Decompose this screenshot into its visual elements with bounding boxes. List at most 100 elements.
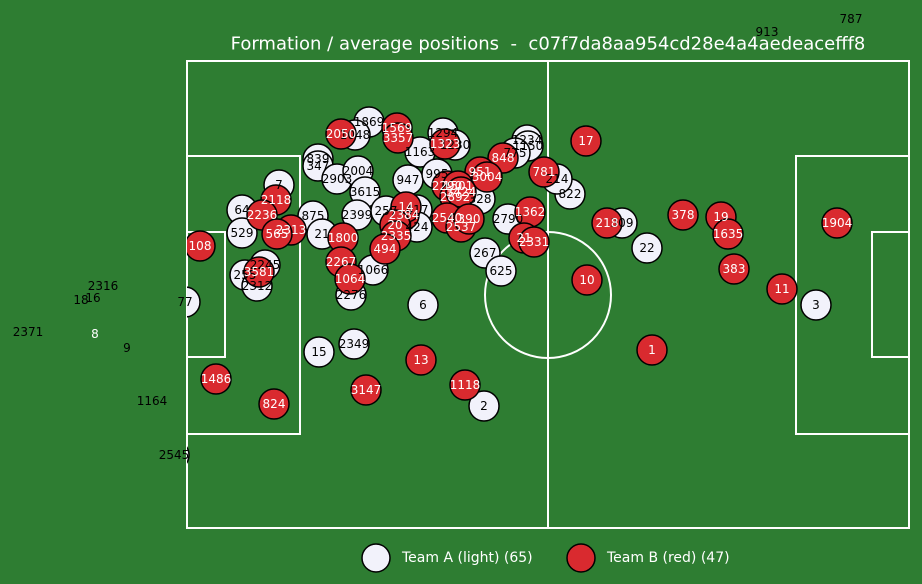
player-label: 15 [311,345,326,359]
player-label: 2892 [440,190,471,204]
player-label: 1569 [382,121,413,135]
player-label: 2384 [389,208,420,222]
player-label: 2118 [261,193,292,207]
player-label: 1323 [430,137,461,151]
player-label: 6 [419,298,427,312]
player-label: 913 [756,25,779,39]
player-label: 347 [307,159,330,173]
player-marker [571,264,603,296]
player-label: 21 [314,227,329,241]
player-marker [591,207,623,239]
player-marker [528,156,560,188]
player-label: 2312 [242,279,273,293]
player-marker [258,388,290,420]
player-label: 1230 [440,138,471,152]
player-label: 2276 [336,288,367,302]
player-label: 3 [812,298,820,312]
player-marker [712,218,744,250]
player-marker [471,161,503,193]
player-label: 824 [263,397,286,411]
player-marker [338,328,370,360]
player-label: 2313 [276,223,307,237]
player-label: 839 [307,152,330,166]
legend-label: Team B (red) (47) [606,550,730,566]
player-marker [407,289,439,321]
player-label: 77 [177,295,192,309]
player-label: 2290 [432,179,463,193]
player-label: 3147 [351,383,382,397]
player-marker [187,446,190,464]
player-label: 947 [397,173,420,187]
legend: Team A (light) (65) Team B (red) (47) [361,543,730,573]
player-label: 3581 [244,265,275,279]
player-label: 995 [426,167,449,181]
player-label: 1635 [713,227,744,241]
player-marker [570,125,602,157]
player-label: 1164 [137,394,168,408]
player-label: 3004 [472,170,503,184]
player-marker [369,233,401,265]
player-label: 2537 [446,220,477,234]
player-label: 9 [123,341,131,355]
player-label: 21 [516,231,531,245]
player-label: 424 [406,220,429,234]
player-label: 3615 [350,185,381,199]
player-label: 2 [480,399,488,413]
player-label: 3357 [383,131,414,145]
player-label: 10 [579,273,594,287]
player-label: 390 [458,212,481,226]
player-label: 2540 [432,211,463,225]
player-label: 2335 [381,229,412,243]
player-label: 1064 [335,272,366,286]
player-label: 565 [266,227,289,241]
player-label: 13 [413,353,428,367]
player-label: 11 [774,282,789,296]
player-label: 1066 [358,263,389,277]
player-marker [449,369,481,401]
player-label: 2545 [159,448,190,462]
player-label: 781 [533,165,556,179]
player-marker [518,226,550,258]
player-label: 494 [374,242,397,256]
marker-labels: 7723161816237191164254591378718691048116… [13,12,863,462]
six-yard-box-right [871,231,910,358]
player-label: 625 [490,264,513,278]
player-marker [303,336,335,368]
player-label: 1118 [450,378,481,392]
player-label: 2399 [342,208,373,222]
player-marker [766,273,798,305]
player-label: 267 [474,246,497,260]
player-label: 1294 [428,126,459,140]
player-label: 22 [639,241,654,255]
chart-title: Formation / average positions - c07f7da8… [231,34,866,55]
player-label: 2236 [247,208,278,222]
player-label: 2245 [250,258,281,272]
player-label: 16 [85,291,100,305]
player-label: 951 [469,165,492,179]
player-label: 529 [231,226,254,240]
player-label: 257 [375,204,398,218]
markers [187,106,853,464]
legend-label: Team A (light) (65) [401,550,533,566]
legend-marker [361,543,391,573]
player-label: 19 [713,210,728,224]
player-label: 383 [723,262,746,276]
player-marker [325,118,357,150]
player-marker [453,203,485,235]
player-marker [226,217,258,249]
player-marker [718,253,750,285]
player-marker [200,363,232,395]
player-label: 218 [596,216,619,230]
player-label: 787 [840,12,863,26]
player-label: 875 [302,209,325,223]
player-marker [821,207,853,239]
player-marker [800,289,832,321]
player-marker [636,334,668,366]
player-marker [405,344,437,376]
player-label: 8 [91,327,99,341]
player-label: 7 [275,178,283,192]
player-label: 2004 [343,164,374,178]
player-marker [667,199,699,231]
player-marker [261,218,293,250]
